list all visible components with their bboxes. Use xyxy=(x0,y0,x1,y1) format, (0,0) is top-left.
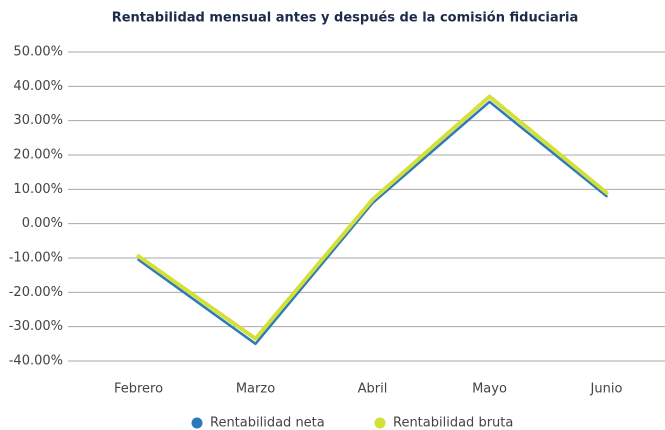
y-tick-label: -30.00% xyxy=(9,319,63,334)
x-tick-label: Marzo xyxy=(236,382,275,397)
legend-label: Rentabilidad neta xyxy=(210,416,325,430)
legend-label: Rentabilidad bruta xyxy=(393,416,513,430)
y-tick-label: -20.00% xyxy=(9,285,63,300)
data-line xyxy=(136,94,609,341)
chart-title: Rentabilidad mensual antes y después de … xyxy=(112,11,579,26)
data-line xyxy=(137,100,608,346)
y-tick-label: 50.00% xyxy=(13,45,63,60)
y-tick-label: 20.00% xyxy=(13,148,63,163)
y-tick-label: 40.00% xyxy=(13,79,63,94)
x-tick-label: Mayo xyxy=(472,382,507,397)
x-tick-label: Febrero xyxy=(114,382,163,397)
y-tick-label: 10.00% xyxy=(13,182,63,197)
x-tick-label: Junio xyxy=(590,382,623,397)
y-tick-label: 0.00% xyxy=(22,216,63,231)
y-tick-label: 30.00% xyxy=(13,113,63,128)
x-tick-label: Abril xyxy=(358,382,388,397)
y-tick-label: -10.00% xyxy=(9,251,63,266)
legend-swatch xyxy=(191,417,203,429)
y-tick-label: -40.00% xyxy=(9,354,63,369)
legend-swatch xyxy=(374,417,386,429)
